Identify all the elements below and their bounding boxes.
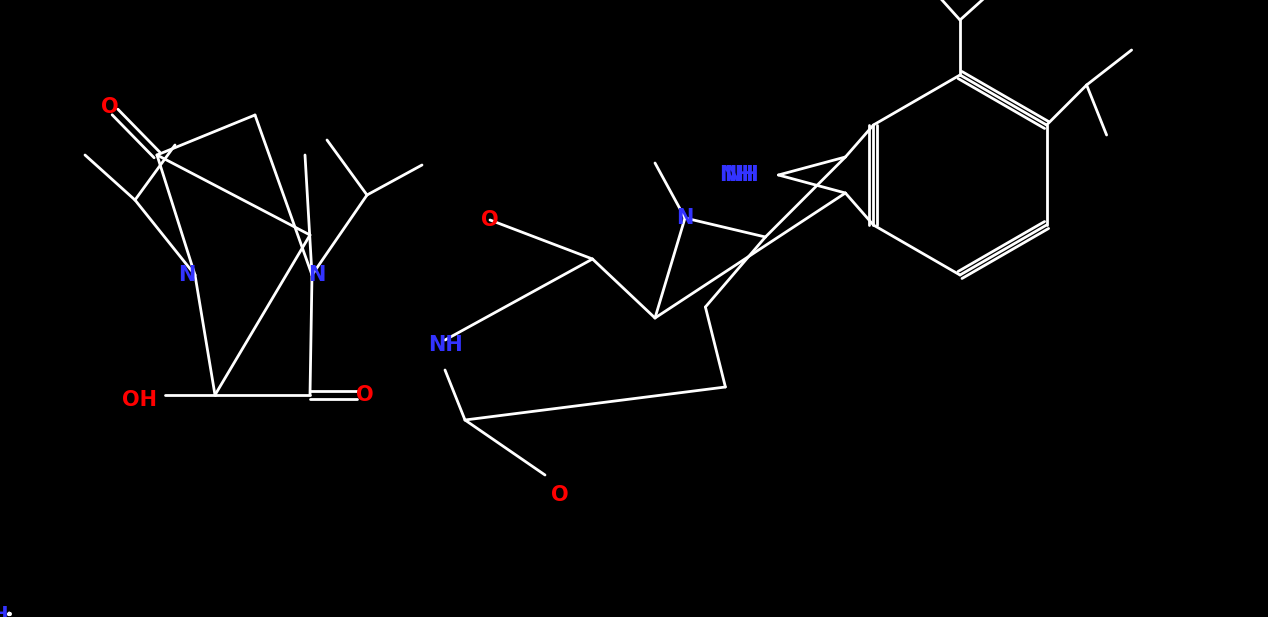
Text: N: N bbox=[179, 265, 195, 285]
Text: OH: OH bbox=[122, 390, 157, 410]
Text: N: N bbox=[308, 265, 326, 285]
Text: O: O bbox=[481, 210, 498, 230]
Text: O: O bbox=[356, 385, 374, 405]
Text: NH: NH bbox=[719, 165, 753, 185]
Text: NH: NH bbox=[724, 165, 758, 185]
Text: NH: NH bbox=[0, 605, 9, 617]
Text: O: O bbox=[552, 485, 569, 505]
Text: NH: NH bbox=[427, 335, 463, 355]
Text: O: O bbox=[101, 97, 119, 117]
Text: N: N bbox=[676, 208, 694, 228]
